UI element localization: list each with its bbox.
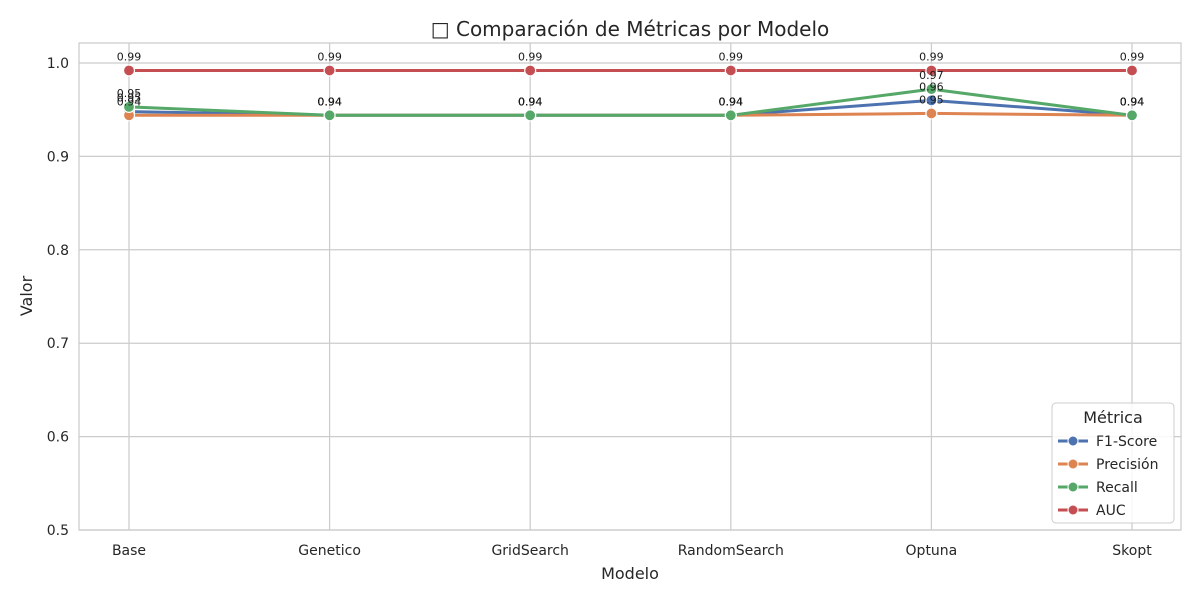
data-label: 0.99 — [317, 50, 342, 63]
data-label: 0.99 — [1120, 50, 1145, 63]
legend-item[interactable]: Recall — [1058, 480, 1138, 496]
legend-swatch-marker — [1067, 458, 1079, 470]
data-point[interactable] — [724, 64, 737, 77]
legend-label: Recall — [1096, 480, 1138, 496]
series-0 — [122, 94, 1139, 122]
series-3 — [122, 64, 1139, 77]
data-label: 0.95 — [919, 93, 944, 106]
y-tick-label: 1.0 — [47, 56, 69, 72]
data-point[interactable] — [925, 83, 938, 96]
legend-label: F1-Score — [1096, 434, 1157, 450]
legend-box — [1051, 402, 1175, 524]
data-label: 0.94 — [719, 95, 744, 108]
data-label: 0.94 — [1120, 95, 1145, 108]
legend-item[interactable]: F1-Score — [1058, 434, 1157, 450]
series-2 — [122, 83, 1139, 122]
data-point[interactable] — [925, 107, 938, 120]
data-label: 0.96 — [919, 80, 944, 93]
series-line — [128, 87, 1133, 117]
data-point[interactable] — [925, 64, 938, 77]
data-point[interactable] — [122, 64, 136, 77]
data-label: 0.94 — [518, 95, 543, 108]
plot-frame — [78, 42, 1182, 531]
data-label: 0.99 — [919, 50, 944, 63]
data-point[interactable] — [524, 109, 537, 122]
data-label: 0.94 — [317, 95, 342, 108]
x-axis-title: Modelo — [601, 564, 659, 583]
data-label: 0.99 — [117, 50, 142, 63]
data-point[interactable] — [1125, 109, 1139, 122]
data-label: 0.94 — [1120, 95, 1145, 108]
x-tick-label: Skopt — [1112, 543, 1152, 559]
data-label: 0.99 — [518, 50, 543, 63]
y-tick-label: 0.9 — [47, 149, 69, 165]
data-label: 0.94 — [719, 95, 744, 108]
y-tick-label: 0.8 — [47, 243, 69, 259]
tick-labels: 0.5 0.6 0.7 0.8 0.9 1.0 Base Genetico GridSearch… — [47, 56, 1152, 559]
x-tick-label: Base — [112, 543, 146, 559]
x-tick-label: Optuna — [906, 543, 958, 559]
legend-item[interactable]: AUC — [1058, 503, 1126, 519]
data-label: 0.94 — [518, 95, 543, 108]
x-tick-label: Genetico — [298, 543, 361, 559]
data-label: 0.94 — [117, 95, 142, 108]
y-tick-label: 0.6 — [47, 430, 69, 446]
data-label: 0.94 — [1120, 95, 1145, 108]
data-label: 0.94 — [317, 95, 342, 108]
data-label: 0.97 — [919, 69, 944, 82]
data-point[interactable] — [323, 64, 336, 77]
legend-swatch-marker — [1067, 481, 1079, 493]
grid-lines — [79, 43, 1181, 531]
series-layer — [122, 64, 1139, 122]
data-label: 0.94 — [518, 95, 543, 108]
data-point[interactable] — [323, 109, 336, 122]
legend-swatch-marker — [1067, 435, 1079, 447]
x-tick-label: RandomSearch — [678, 543, 784, 559]
data-labels: 0.95 0.94 0.94 0.940.960.940.94 0.94 0.94 0.94… — [117, 50, 1145, 108]
legend-title: Métrica — [1083, 408, 1143, 427]
data-point[interactable] — [122, 100, 136, 113]
legend-swatch-marker — [1067, 504, 1079, 516]
data-point[interactable] — [1125, 64, 1139, 77]
data-label: 0.94 — [719, 95, 744, 108]
y-tick-label: 0.5 — [47, 523, 69, 539]
data-point[interactable] — [724, 109, 737, 122]
data-point[interactable] — [524, 64, 537, 77]
legend-item[interactable]: Precisión — [1058, 457, 1158, 473]
y-axis-title: Valor — [17, 275, 36, 316]
data-label: 0.95 — [117, 87, 142, 100]
legend-label: AUC — [1096, 503, 1126, 519]
legend-label: Precisión — [1096, 457, 1158, 473]
x-tick-label: GridSearch — [491, 543, 568, 559]
data-label: 0.99 — [719, 50, 744, 63]
legend[interactable]: Métrica F1-Score Precisión Recall AUC — [1051, 402, 1175, 524]
data-label: 0.94 — [317, 95, 342, 108]
data-label: 0.95 — [117, 92, 142, 105]
chart-title: □ Comparación de Métricas por Modelo — [431, 17, 830, 41]
y-tick-label: 0.7 — [47, 336, 69, 352]
